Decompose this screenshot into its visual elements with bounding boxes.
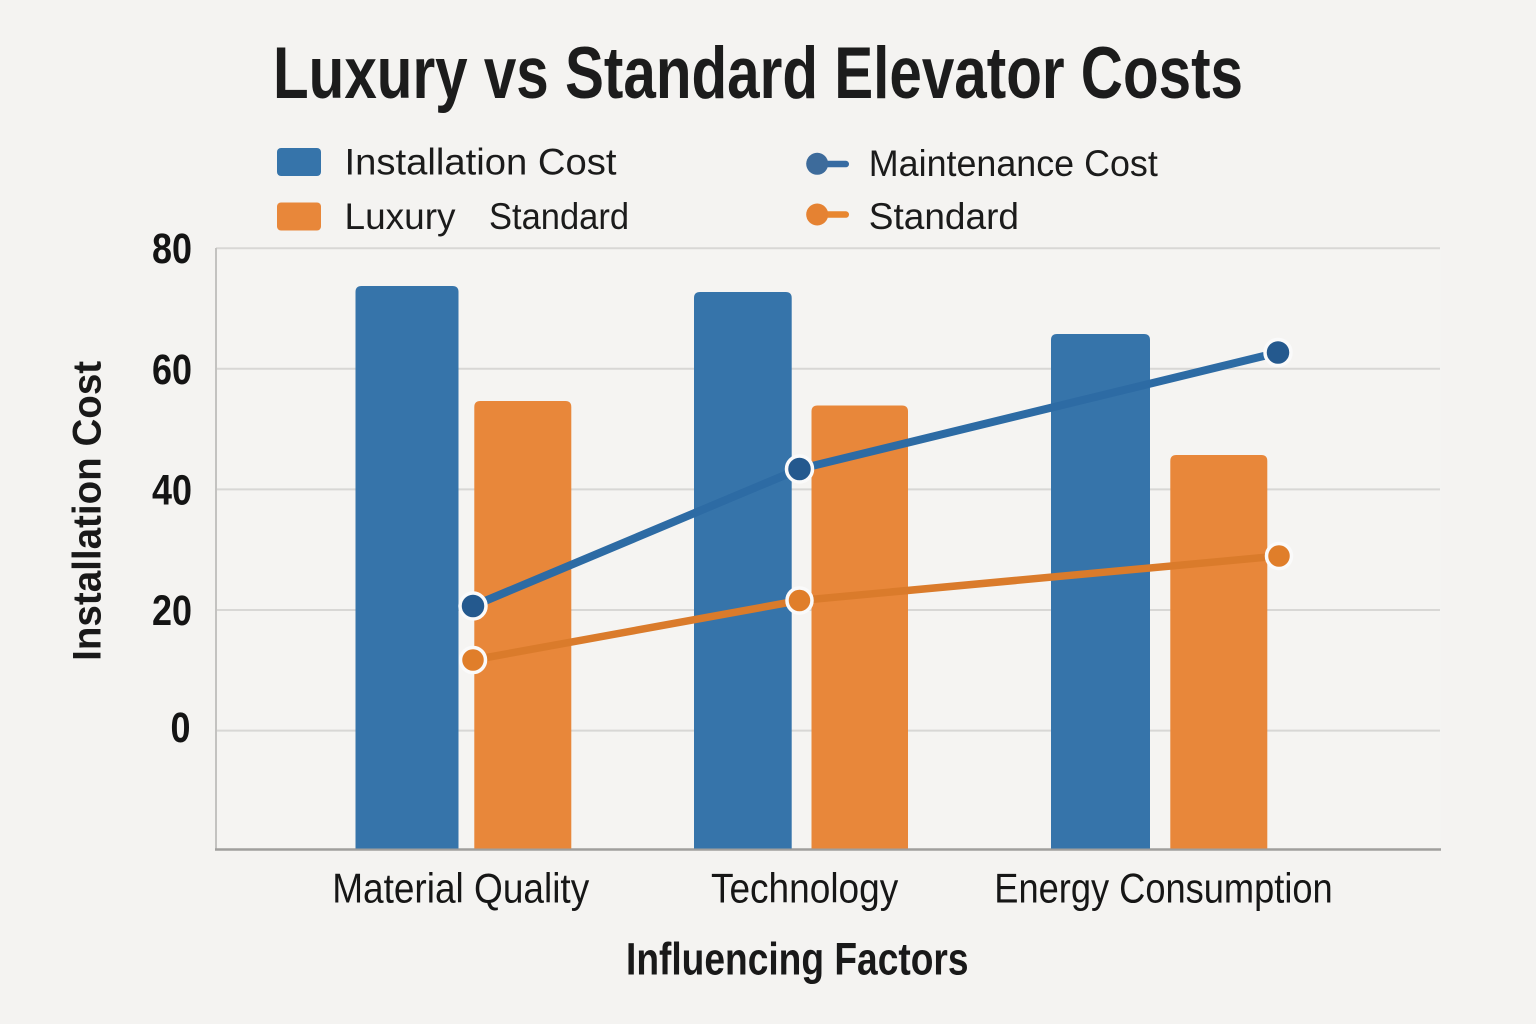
svg-text:Installation Cost: Installation Cost [66, 361, 110, 661]
svg-text:Luxury vs Standard Elevator Co: Luxury vs Standard Elevator Costs [273, 33, 1243, 114]
svg-text:Standard: Standard [489, 196, 629, 237]
svg-text:Installation Cost: Installation Cost [345, 141, 618, 182]
svg-text:Influencing Factors: Influencing Factors [626, 934, 969, 985]
svg-text:80: 80 [152, 225, 192, 273]
svg-text:Material Quality: Material Quality [332, 865, 589, 912]
svg-text:Standard: Standard [869, 196, 1019, 237]
svg-text:Energy Consumption: Energy Consumption [994, 865, 1332, 912]
svg-text:Technology: Technology [711, 865, 898, 912]
svg-text:0: 0 [171, 704, 191, 752]
svg-text:Maintenance Cost: Maintenance Cost [869, 143, 1159, 184]
svg-text:20: 20 [152, 587, 192, 635]
svg-text:40: 40 [152, 466, 192, 514]
svg-text:Luxury: Luxury [345, 196, 457, 237]
svg-text:60: 60 [152, 346, 192, 394]
